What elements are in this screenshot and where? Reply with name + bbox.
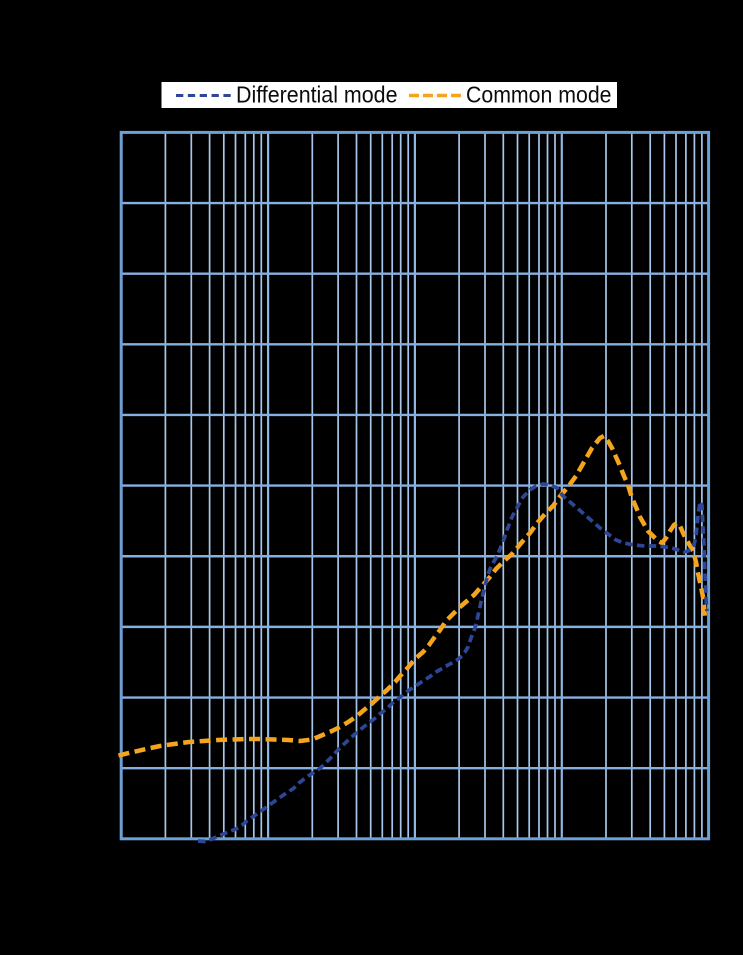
svg-text:Differential mode: Differential mode <box>236 82 398 108</box>
svg-text:Common mode: Common mode <box>466 82 612 108</box>
